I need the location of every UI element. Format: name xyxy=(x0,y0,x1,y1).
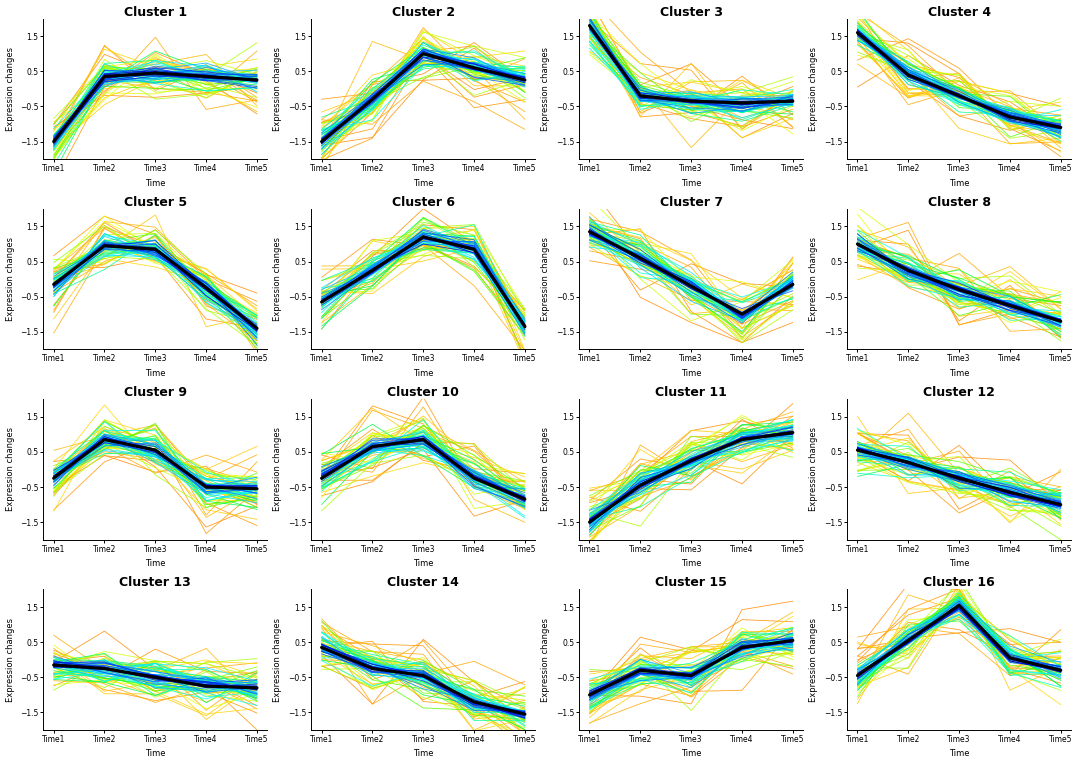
Y-axis label: Expression changes: Expression changes xyxy=(5,618,14,702)
X-axis label: Time: Time xyxy=(680,369,701,378)
Y-axis label: Expression changes: Expression changes xyxy=(809,618,819,702)
Title: Cluster 12: Cluster 12 xyxy=(923,386,995,399)
Title: Cluster 6: Cluster 6 xyxy=(392,196,455,209)
Y-axis label: Expression changes: Expression changes xyxy=(273,427,283,511)
Y-axis label: Expression changes: Expression changes xyxy=(5,427,14,511)
Title: Cluster 9: Cluster 9 xyxy=(124,386,187,399)
Y-axis label: Expression changes: Expression changes xyxy=(273,237,283,321)
X-axis label: Time: Time xyxy=(145,369,165,378)
X-axis label: Time: Time xyxy=(413,369,433,378)
Title: Cluster 10: Cluster 10 xyxy=(388,386,459,399)
Y-axis label: Expression changes: Expression changes xyxy=(5,237,14,321)
X-axis label: Time: Time xyxy=(413,749,433,759)
Y-axis label: Expression changes: Expression changes xyxy=(541,237,551,321)
X-axis label: Time: Time xyxy=(680,559,701,568)
X-axis label: Time: Time xyxy=(949,179,970,187)
Y-axis label: Expression changes: Expression changes xyxy=(5,47,14,131)
X-axis label: Time: Time xyxy=(413,179,433,187)
Y-axis label: Expression changes: Expression changes xyxy=(809,237,819,321)
Title: Cluster 3: Cluster 3 xyxy=(660,5,723,18)
Y-axis label: Expression changes: Expression changes xyxy=(541,618,551,702)
Y-axis label: Expression changes: Expression changes xyxy=(809,47,819,131)
X-axis label: Time: Time xyxy=(949,559,970,568)
Title: Cluster 16: Cluster 16 xyxy=(923,577,995,590)
Title: Cluster 8: Cluster 8 xyxy=(928,196,990,209)
Title: Cluster 7: Cluster 7 xyxy=(660,196,723,209)
X-axis label: Time: Time xyxy=(680,749,701,759)
X-axis label: Time: Time xyxy=(949,369,970,378)
Y-axis label: Expression changes: Expression changes xyxy=(809,427,819,511)
Title: Cluster 4: Cluster 4 xyxy=(928,5,990,18)
Y-axis label: Expression changes: Expression changes xyxy=(273,618,283,702)
Y-axis label: Expression changes: Expression changes xyxy=(541,427,551,511)
Title: Cluster 11: Cluster 11 xyxy=(656,386,727,399)
X-axis label: Time: Time xyxy=(145,749,165,759)
X-axis label: Time: Time xyxy=(949,749,970,759)
Title: Cluster 14: Cluster 14 xyxy=(388,577,459,590)
X-axis label: Time: Time xyxy=(413,559,433,568)
Title: Cluster 1: Cluster 1 xyxy=(124,5,187,18)
Y-axis label: Expression changes: Expression changes xyxy=(541,47,551,131)
Title: Cluster 2: Cluster 2 xyxy=(392,5,455,18)
Title: Cluster 15: Cluster 15 xyxy=(656,577,727,590)
Title: Cluster 5: Cluster 5 xyxy=(124,196,187,209)
Title: Cluster 13: Cluster 13 xyxy=(120,577,191,590)
X-axis label: Time: Time xyxy=(145,559,165,568)
Y-axis label: Expression changes: Expression changes xyxy=(273,47,283,131)
X-axis label: Time: Time xyxy=(680,179,701,187)
X-axis label: Time: Time xyxy=(145,179,165,187)
